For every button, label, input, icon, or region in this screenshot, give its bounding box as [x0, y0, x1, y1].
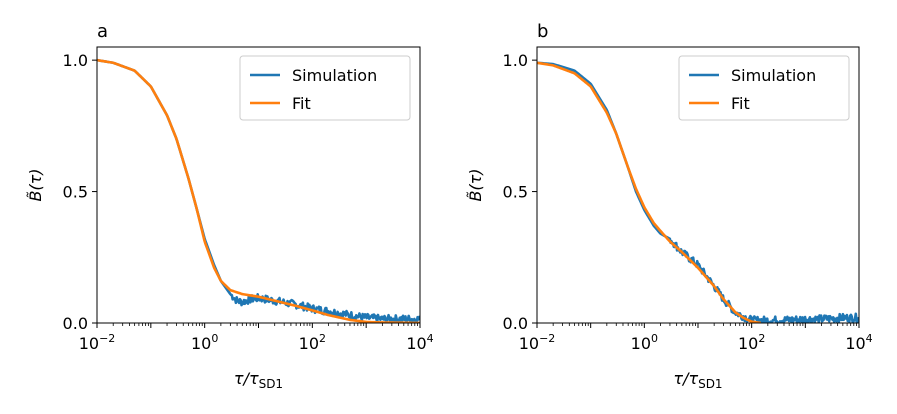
x-axis-label: τ/τSD1: [673, 369, 722, 391]
chart-panel-a: 10−2 100 102 104 0.0 0.5 1.0 a τ/τSD1 B̃(τ) Simula…: [26, 21, 434, 391]
y-tick-label: 0.5: [63, 183, 88, 202]
legend-label-fit: Fit: [731, 94, 750, 113]
panel-label: a: [97, 21, 108, 42]
x-tick-label: 102: [299, 332, 326, 353]
legend-label-simulation: Simulation: [292, 66, 377, 85]
series-line-simulation: [537, 61, 859, 323]
legend-box: [239, 55, 411, 121]
x-tick-label: 102: [738, 332, 765, 353]
y-tick-label: 0.0: [503, 314, 528, 333]
legend-label-fit: Fit: [292, 94, 311, 113]
y-axis-label: B̃(τ): [466, 168, 485, 201]
x-tick-label: 104: [845, 332, 872, 353]
y-axis-label: B̃(τ): [26, 168, 45, 201]
legend: Simulation Fit: [239, 55, 411, 121]
legend-label-simulation: Simulation: [731, 66, 816, 85]
legend-box: [678, 55, 850, 121]
x-axis-label: τ/τSD1: [234, 369, 283, 391]
x-tick-label: 104: [406, 332, 433, 353]
y-tick-label: 0.0: [63, 314, 88, 333]
series-line-fit: [537, 61, 762, 323]
x-tick-label: 100: [191, 332, 218, 353]
x-tick-label: 100: [631, 332, 658, 353]
x-tick-label: 10−2: [79, 332, 116, 353]
chart-panel-b: 10−2 100 102 104 0.0 0.5 1.0 b τ/τSD1 B̃(τ) Simula…: [466, 21, 873, 391]
legend: Simulation Fit: [678, 55, 850, 121]
y-tick-label: 0.5: [503, 183, 528, 202]
panel-label: b: [537, 21, 548, 42]
y-tick-label: 1.0: [63, 51, 88, 70]
series-line-fit: [97, 58, 420, 323]
x-tick-label: 10−2: [519, 332, 556, 353]
y-tick-label: 1.0: [503, 51, 528, 70]
